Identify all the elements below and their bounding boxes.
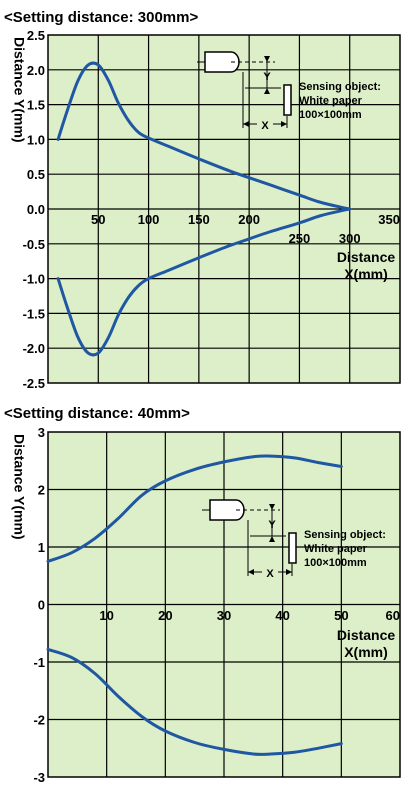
y-tick-label: -1.5	[23, 306, 45, 321]
sensing-object-label: Sensing object:	[299, 81, 381, 93]
x-tick-label: 350	[378, 212, 400, 227]
arrow-down-icon	[264, 56, 270, 62]
x-tick-label: 200	[238, 212, 260, 227]
x-dim-label: X	[266, 568, 274, 580]
arrow-right-icon	[286, 569, 292, 575]
chart-300mm: <Setting distance: 300mm> 2.5 2.0 1.5 1.0 0.5…	[4, 9, 401, 391]
x-tick-label: 30	[217, 608, 231, 623]
x-tick-label: 300	[339, 231, 361, 246]
paper-size-label: 100×100mm	[304, 557, 367, 569]
y-tick-label: -3	[33, 770, 45, 785]
y-tick-label: -1.0	[23, 272, 45, 287]
y-tick-label: 1	[38, 540, 45, 555]
chart-title: <Setting distance: 300mm>	[4, 9, 198, 26]
y-tick-label: -2.5	[23, 376, 45, 391]
arrow-down-icon	[269, 504, 275, 510]
x-tick-label: 100	[138, 212, 160, 227]
x-axis-unit: X(mm)	[344, 266, 388, 282]
x-tick-label: 250	[289, 231, 311, 246]
sensor-head-icon	[204, 51, 240, 73]
y-axis-label: Distance Y(mm)	[11, 434, 27, 540]
y-dim-label: Y	[268, 519, 276, 531]
sensor-diagram: Y X Sensing object: White paper 100×100mm	[202, 499, 386, 580]
paper-size-label: 100×100mm	[299, 109, 362, 121]
y-axis-label: Distance Y(mm)	[11, 37, 27, 143]
y-dim-label: Y	[263, 71, 271, 83]
series-line-lower	[56, 207, 352, 357]
x-axis-unit: X(mm)	[344, 644, 388, 660]
x-axis-label: Distance	[337, 249, 396, 265]
arrow-up-icon	[264, 88, 270, 94]
sensor-diagram: Y X Sensing object: White paper 100×100mm	[197, 51, 381, 132]
y-tick-label: -2.0	[23, 341, 45, 356]
y-tick-label: 0.0	[27, 202, 45, 217]
y-tick-label: 1.5	[27, 98, 45, 113]
y-tick-label: 0	[38, 598, 45, 613]
target-paper-icon	[283, 84, 292, 116]
arrow-right-icon	[281, 121, 287, 127]
sensing-object-label: Sensing object:	[304, 529, 386, 541]
y-tick-label: 3	[38, 425, 45, 440]
target-paper-icon	[288, 532, 297, 564]
series-line-upper	[46, 454, 343, 563]
series-line-upper	[56, 61, 352, 211]
x-tick-label: 60	[386, 608, 400, 623]
x-tick-label: 40	[275, 608, 289, 623]
series-line-lower	[46, 647, 343, 756]
chart-title: <Setting distance: 40mm>	[4, 405, 190, 422]
white-paper-label: White paper	[299, 95, 363, 107]
x-label-bg	[257, 116, 273, 130]
x-tick-label: 150	[188, 212, 210, 227]
y-tick-label: 2.5	[27, 28, 45, 43]
y-tick-label: -2	[33, 713, 45, 728]
arrow-left-icon	[248, 569, 254, 575]
y-tick-label: 0.5	[27, 167, 45, 182]
y-tick-label: 1.0	[27, 132, 45, 147]
y-tick-label: 2	[38, 483, 45, 498]
arrow-left-icon	[243, 121, 249, 127]
arrow-up-icon	[269, 536, 275, 542]
x-tick-label: 50	[91, 212, 105, 227]
white-paper-label: White paper	[304, 543, 368, 555]
x-label-bg	[262, 564, 278, 578]
x-tick-label: 10	[99, 608, 113, 623]
y-tick-label: -0.5	[23, 237, 45, 252]
x-dim-label: X	[261, 120, 269, 132]
x-tick-label: 50	[334, 608, 348, 623]
sensor-head-icon	[209, 499, 245, 521]
x-tick-label: 20	[158, 608, 172, 623]
x-axis-label: Distance	[337, 627, 396, 643]
y-tick-label: 2.0	[27, 63, 45, 78]
y-tick-label: -1	[33, 655, 45, 670]
